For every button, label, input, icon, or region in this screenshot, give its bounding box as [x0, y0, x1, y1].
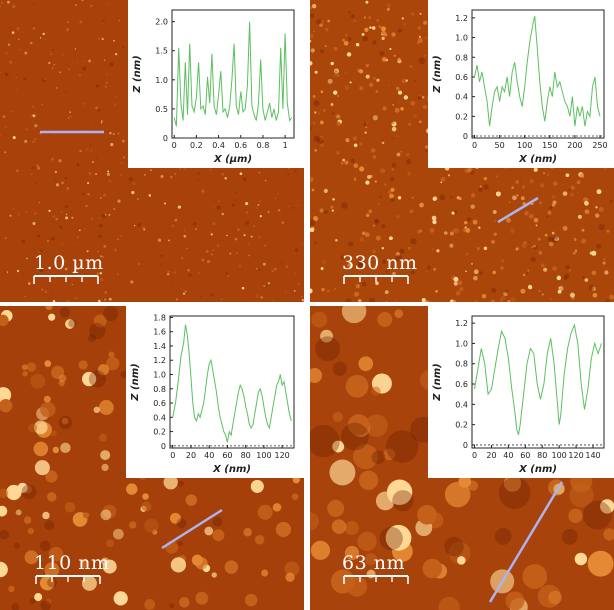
afm-panel-d: 0 0.2 0.4 0.6 0.8 1.0 1.2 0 20 40 60 80 100 120 140 X (…	[310, 306, 614, 610]
scale-label-b: 330 nm	[342, 252, 418, 274]
height-profile-curve	[173, 21, 293, 127]
x-tick-label: 60	[222, 451, 232, 460]
x-axis-title: X (µm)	[213, 154, 252, 165]
x-tick-label: 200	[567, 141, 582, 150]
y-tick-label: 1.0	[455, 339, 468, 348]
x-tick-label: 100	[517, 141, 532, 150]
plot-frame	[471, 315, 605, 449]
height-profile-inset-c: 0 0.2 0.4 0.6 0.8 1.0 1.2 1.4 1.6 1.8 0 20 40 60 80 100…	[126, 306, 304, 478]
x-tick-label: 20	[186, 451, 196, 460]
y-axis-title: Z (nm)	[432, 55, 443, 93]
y-tick-label: 0.8	[455, 360, 468, 369]
y-tick-label: 0	[463, 132, 468, 141]
x-tick-label: 0.6	[234, 141, 247, 150]
y-tick-label: 1.0	[455, 34, 468, 43]
x-tick-label: 60	[520, 451, 530, 460]
x-tick-label: 20	[486, 451, 496, 460]
y-tick-label: 0	[463, 441, 468, 450]
x-tick-label: 250	[592, 141, 607, 150]
height-profile-curve	[172, 324, 292, 443]
y-tick-label: 0.5	[155, 105, 168, 114]
x-tick-label: 0	[170, 451, 175, 460]
profile-line-d	[488, 481, 564, 603]
y-axis-title: Z (nm)	[432, 363, 443, 401]
y-axis-title: Z (nm)	[130, 363, 141, 401]
x-tick-label: 80	[241, 451, 251, 460]
y-tick-label: 0.6	[455, 73, 468, 82]
x-tick-label: 0	[472, 451, 477, 460]
profile-line-b	[497, 196, 539, 224]
y-tick-label: 0.4	[455, 93, 468, 102]
x-tick-label: 120	[275, 451, 290, 460]
x-tick-label: 40	[204, 451, 214, 460]
scale-label-c: 110 nm	[34, 552, 110, 574]
x-tick-label: 0.2	[190, 141, 203, 150]
y-tick-label: 1.6	[153, 328, 166, 337]
y-tick-label: 0.2	[455, 112, 468, 121]
height-profile-inset-b: 0 0.2 0.4 0.6 0.8 1.0 1.2 0 50 100 150 200 250 X (nm)…	[428, 0, 614, 168]
y-tick-label: 0.2	[455, 421, 468, 430]
y-tick-label: 0	[161, 442, 166, 451]
y-tick-label: 1.0	[155, 76, 168, 85]
x-tick-label: 0	[472, 141, 477, 150]
x-tick-label: 40	[503, 451, 513, 460]
plot-frame	[471, 9, 605, 139]
afm-panel-b: 0 0.2 0.4 0.6 0.8 1.0 1.2 0 50 100 150 200 250 X (nm)…	[310, 0, 614, 302]
height-profile-curve	[474, 15, 601, 127]
x-tick-label: 0.4	[212, 141, 225, 150]
y-tick-label: 1.0	[153, 371, 166, 380]
height-profile-inset-a: 0 0.5 1.0 1.5 2.0 0 0.2 0.4 0.6 0.8 1 X (µm) Z (nm)	[128, 0, 304, 168]
profile-line-c	[161, 508, 223, 550]
x-tick-label: 100	[552, 451, 567, 460]
y-tick-label: 0.6	[153, 399, 166, 408]
y-tick-label: 1.5	[155, 47, 168, 56]
y-tick-label: 1.2	[153, 356, 166, 365]
x-tick-label: 0.8	[257, 141, 270, 150]
height-profile-curve	[474, 323, 602, 435]
plot-frame	[169, 315, 295, 449]
profile-line-a	[40, 130, 104, 134]
scale-label-a: 1.0 µm	[34, 252, 104, 274]
y-tick-label: 0.2	[153, 428, 166, 437]
x-tick-label: 150	[542, 141, 557, 150]
x-axis-title: X (nm)	[212, 464, 251, 475]
y-tick-label: 0.8	[153, 385, 166, 394]
y-tick-label: 0.4	[153, 413, 166, 422]
scale-label-d: 63 nm	[342, 552, 405, 574]
afm-panel-a: 0 0.5 1.0 1.5 2.0 0 0.2 0.4 0.6 0.8 1 X (µm) Z (nm) …	[0, 0, 304, 302]
y-tick-label: 0.8	[455, 53, 468, 62]
y-tick-label: 0.4	[455, 400, 468, 409]
y-tick-label: 1.8	[153, 313, 166, 322]
y-tick-label: 2.0	[155, 18, 168, 27]
x-axis-title: X (nm)	[518, 154, 557, 165]
x-tick-label: 0	[172, 141, 177, 150]
afm-panel-c: 0 0.2 0.4 0.6 0.8 1.0 1.2 1.4 1.6 1.8 0 20 40 60 80 100…	[0, 306, 304, 610]
y-tick-label: 0.6	[455, 380, 468, 389]
x-axis-title: X (nm)	[518, 464, 557, 475]
y-tick-label: 1.4	[153, 342, 166, 351]
x-tick-label: 100	[256, 451, 271, 460]
y-tick-label: 1.2	[455, 319, 468, 328]
x-tick-label: 1	[283, 141, 288, 150]
height-profile-inset-d: 0 0.2 0.4 0.6 0.8 1.0 1.2 0 20 40 60 80 100 120 140 X (…	[428, 306, 614, 478]
x-tick-label: 140	[585, 451, 600, 460]
x-tick-label: 120	[568, 451, 583, 460]
x-tick-label: 50	[495, 141, 505, 150]
y-tick-label: 1.2	[455, 14, 468, 23]
y-tick-label: 0	[163, 134, 168, 143]
y-axis-title: Z (nm)	[132, 55, 143, 93]
x-tick-label: 80	[537, 451, 547, 460]
